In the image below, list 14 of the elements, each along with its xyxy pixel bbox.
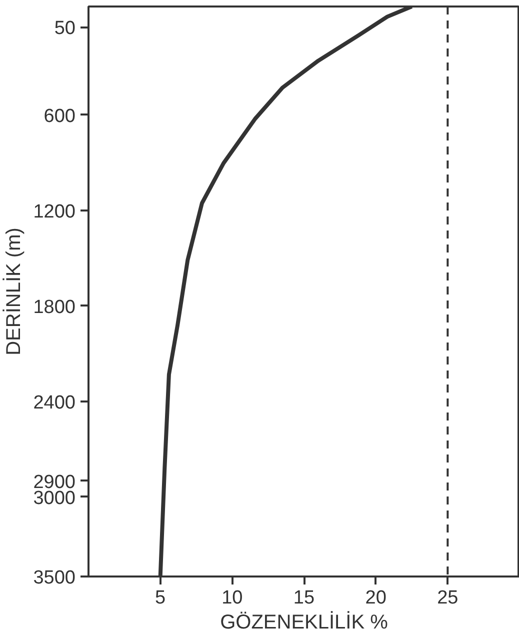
y-tick-label: 1200 — [33, 201, 76, 222]
y-tick-label: 1800 — [33, 296, 76, 318]
x-tick-label: 10 — [222, 588, 243, 608]
x-tick-label: 25 — [437, 588, 458, 608]
x-tick-label: 5 — [155, 588, 166, 608]
x-tick-label: 15 — [293, 588, 315, 608]
x-axis-title: GÖZENEKLİLİK % — [220, 610, 388, 634]
y-tick-label: 3000 — [33, 488, 76, 509]
y-tick-label: 3500 — [33, 568, 76, 588]
y-tick-label: 50 — [54, 18, 76, 40]
y-axis-title: DERİNLİK (m) — [2, 228, 26, 356]
y-tick-label: 2400 — [33, 392, 76, 414]
y-tick-label: 600 — [44, 106, 76, 127]
x-tick-label: 20 — [365, 588, 386, 608]
